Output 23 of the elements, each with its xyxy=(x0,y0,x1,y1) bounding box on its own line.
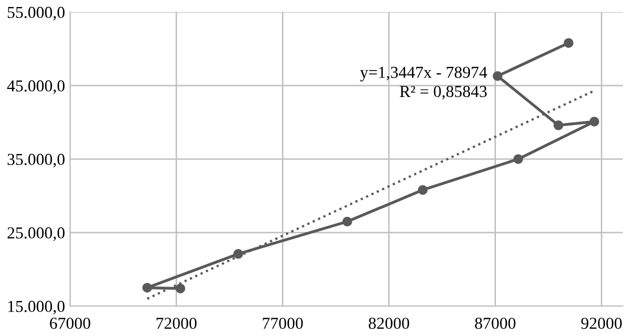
point xyxy=(564,38,574,48)
point xyxy=(513,154,524,164)
annotation: y=1,3447x - 78974 xyxy=(360,66,488,82)
x-tick-label: 72000 xyxy=(156,318,197,329)
y-tick-label: 35.000,0 xyxy=(8,154,65,168)
y-tick-label: 45.000,0 xyxy=(7,80,65,94)
x-tick-label: 92000 xyxy=(581,318,622,329)
y-tick-label: 55.000,0 xyxy=(8,6,65,20)
point xyxy=(342,216,352,226)
x-tick-label: 87000 xyxy=(475,318,516,329)
point xyxy=(554,120,564,130)
y-tick-label: 25.000,0 xyxy=(8,227,65,241)
point xyxy=(233,249,244,259)
x-tick-label: 67000 xyxy=(50,318,90,329)
point xyxy=(589,116,600,126)
point xyxy=(176,284,186,294)
x-tick-label: 77000 xyxy=(262,318,303,329)
point xyxy=(492,71,502,81)
point xyxy=(142,282,152,293)
y-tick-label: 15.000,0 xyxy=(8,300,65,314)
annotation: R² = 0,85843 xyxy=(400,86,487,100)
point xyxy=(418,185,428,195)
x-tick-label: 82000 xyxy=(368,318,410,329)
